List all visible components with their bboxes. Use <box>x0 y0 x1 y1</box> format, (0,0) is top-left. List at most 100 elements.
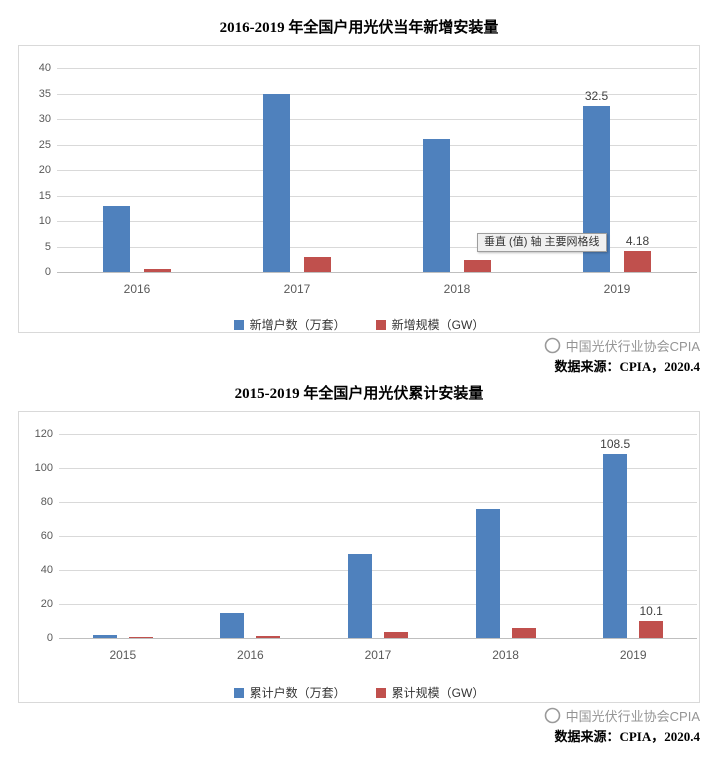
x-axis-line[interactable] <box>59 638 697 639</box>
major-gridline[interactable] <box>57 93 697 95</box>
major-gridline[interactable] <box>57 195 697 197</box>
major-gridline[interactable] <box>59 570 697 571</box>
bar-households-2018[interactable] <box>475 508 500 638</box>
gridline-tooltip: 垂直 (值) 轴 主要网格线 <box>477 233 607 252</box>
major-gridline[interactable] <box>57 170 697 171</box>
bar-scale-2017[interactable] <box>304 257 331 272</box>
major-gridline[interactable] <box>57 144 697 146</box>
cpia-logo-icon <box>544 337 560 353</box>
x-axis-label: 2018 <box>492 648 519 662</box>
y-axis-label: 0 <box>46 632 53 644</box>
legend-label: 累计户数（万套） <box>249 686 346 700</box>
legend-label: 新增规模（GW） <box>391 318 485 332</box>
legend-label: 累计规模（GW） <box>391 686 485 700</box>
bar-scale-2017[interactable] <box>383 631 408 638</box>
y-axis-label: 100 <box>34 462 53 474</box>
x-axis-labels[interactable]: 2015 2016 2017 2018 2019 <box>59 648 697 662</box>
watermark-cumulative: 中国光伏行业协会CPIA <box>18 706 700 724</box>
legend-item[interactable]: 新增规模（GW） <box>375 316 485 333</box>
bar-scale-2019[interactable]: 10.1 <box>639 604 664 638</box>
chart-footer-cumulative: 中国光伏行业协会CPIA 数据来源：CPIA，2020.4 <box>18 706 700 745</box>
legend-swatch-icon <box>375 687 386 698</box>
x-axis-label: 2016 <box>237 648 264 662</box>
major-gridline[interactable] <box>59 502 697 503</box>
watermark-text: 中国光伏行业协会CPIA <box>565 708 700 724</box>
chart-footer-annual: 中国光伏行业协会CPIA 数据来源：CPIA，2020.4 <box>18 336 700 375</box>
plot-area[interactable]: 108.5 10.1 <box>59 434 697 639</box>
y-axis-label: 20 <box>40 598 53 610</box>
y-axis-label: 40 <box>40 564 53 576</box>
y-axis-label: 15 <box>38 189 51 202</box>
legend-swatch-icon <box>375 319 386 330</box>
legend-label: 新增户数（万套） <box>249 318 346 332</box>
data-label: 4.18 <box>625 233 650 248</box>
major-gridline[interactable] <box>57 119 697 120</box>
y-axis-label: 60 <box>40 530 53 542</box>
bar-scale-2016[interactable] <box>256 635 281 638</box>
major-gridline[interactable] <box>57 246 697 248</box>
x-axis-label: 2017 <box>364 648 392 662</box>
chart-area-annual[interactable]: 新增户数（万套） 新增规模（GW） 0 5 10 15 20 25 30 35 40 32.5 4.1… <box>18 45 700 333</box>
legend-item[interactable]: 累计规模（GW） <box>375 684 485 701</box>
watermark-text: 中国光伏行业协会CPIA <box>565 338 700 354</box>
bar-groups: 32.5 4.18 <box>57 68 697 272</box>
y-axis-label: 120 <box>34 428 53 440</box>
x-axis-label: 2019 <box>619 648 647 662</box>
x-axis-labels[interactable]: 2016 2017 2018 2019 <box>57 282 697 296</box>
legend-swatch-icon <box>233 319 244 330</box>
bar-households-2016[interactable] <box>103 205 130 272</box>
major-gridline[interactable] <box>59 604 697 605</box>
bar-households-2019[interactable]: 108.5 <box>600 437 630 638</box>
y-axis-label: 30 <box>38 113 51 125</box>
bar-groups: 108.5 10.1 <box>59 434 697 638</box>
bar-scale-2019[interactable]: 4.18 <box>624 234 651 272</box>
bar-group-2017 <box>217 68 377 272</box>
bar-group-2015 <box>59 434 187 638</box>
data-label: 108.5 <box>600 436 631 451</box>
bar-scale-2016[interactable] <box>144 269 171 272</box>
y-axis-label: 20 <box>38 164 51 176</box>
plot-area[interactable]: 32.5 4.18 <box>57 68 697 273</box>
major-gridline[interactable] <box>57 221 697 222</box>
bar-group-2018 <box>377 68 537 272</box>
y-axis-label: 5 <box>44 240 51 253</box>
x-axis-label: 2019 <box>603 282 631 296</box>
x-axis-line[interactable] <box>57 272 697 273</box>
bar-households-2015[interactable] <box>92 634 117 638</box>
legend-annual: 新增户数（万套） 新增规模（GW） <box>19 316 699 333</box>
bar-scale-2015[interactable] <box>128 636 153 638</box>
cpia-logo-icon <box>544 707 560 723</box>
legend-item[interactable]: 累计户数（万套） <box>233 684 346 701</box>
bar-households-2016[interactable] <box>220 612 245 638</box>
chart-section-annual: 2016-2019 年全国户用光伏当年新增安装量 新增户数（万套） 新增规模（GW… <box>18 18 700 375</box>
major-gridline[interactable] <box>59 434 697 435</box>
x-axis-label: 2017 <box>283 282 311 296</box>
y-axis-label: 0 <box>44 266 51 278</box>
legend-swatch-icon <box>233 687 244 698</box>
bar-scale-2018[interactable] <box>464 260 491 272</box>
data-label: 32.5 <box>584 89 609 104</box>
major-gridline[interactable] <box>59 536 697 537</box>
bar-households-2017[interactable] <box>263 93 290 272</box>
legend-item[interactable]: 新增户数（万套） <box>233 316 346 333</box>
chart-title-annual: 2016-2019 年全国户用光伏当年新增安装量 <box>219 20 499 36</box>
x-axis-label: 2015 <box>109 648 137 662</box>
y-axis-label: 80 <box>40 496 53 508</box>
bar-group-2017 <box>314 434 442 638</box>
chart-section-cumulative: 2015-2019 年全国户用光伏累计安装量 累计户数（万套） 累计规模（GW） … <box>18 384 700 745</box>
bar-households-2017[interactable] <box>347 553 372 638</box>
bar-group-2016 <box>57 68 217 272</box>
x-axis-label: 2018 <box>443 282 471 296</box>
y-axis-label: 25 <box>38 138 51 151</box>
y-axis-label: 40 <box>38 62 51 74</box>
major-gridline[interactable] <box>57 68 697 69</box>
chart-area-cumulative[interactable]: 累计户数（万套） 累计规模（GW） 0 20 40 60 80 100 120 108.5 10.… <box>18 411 700 703</box>
bar-scale-2018[interactable] <box>511 627 536 638</box>
legend-cumulative: 累计户数（万套） 累计规模（GW） <box>19 684 699 701</box>
bar-group-2016 <box>187 434 315 638</box>
y-axis-label: 10 <box>38 215 51 227</box>
bar-households-2018[interactable] <box>423 139 450 272</box>
major-gridline[interactable] <box>59 468 697 469</box>
x-axis-label: 2016 <box>123 282 151 296</box>
